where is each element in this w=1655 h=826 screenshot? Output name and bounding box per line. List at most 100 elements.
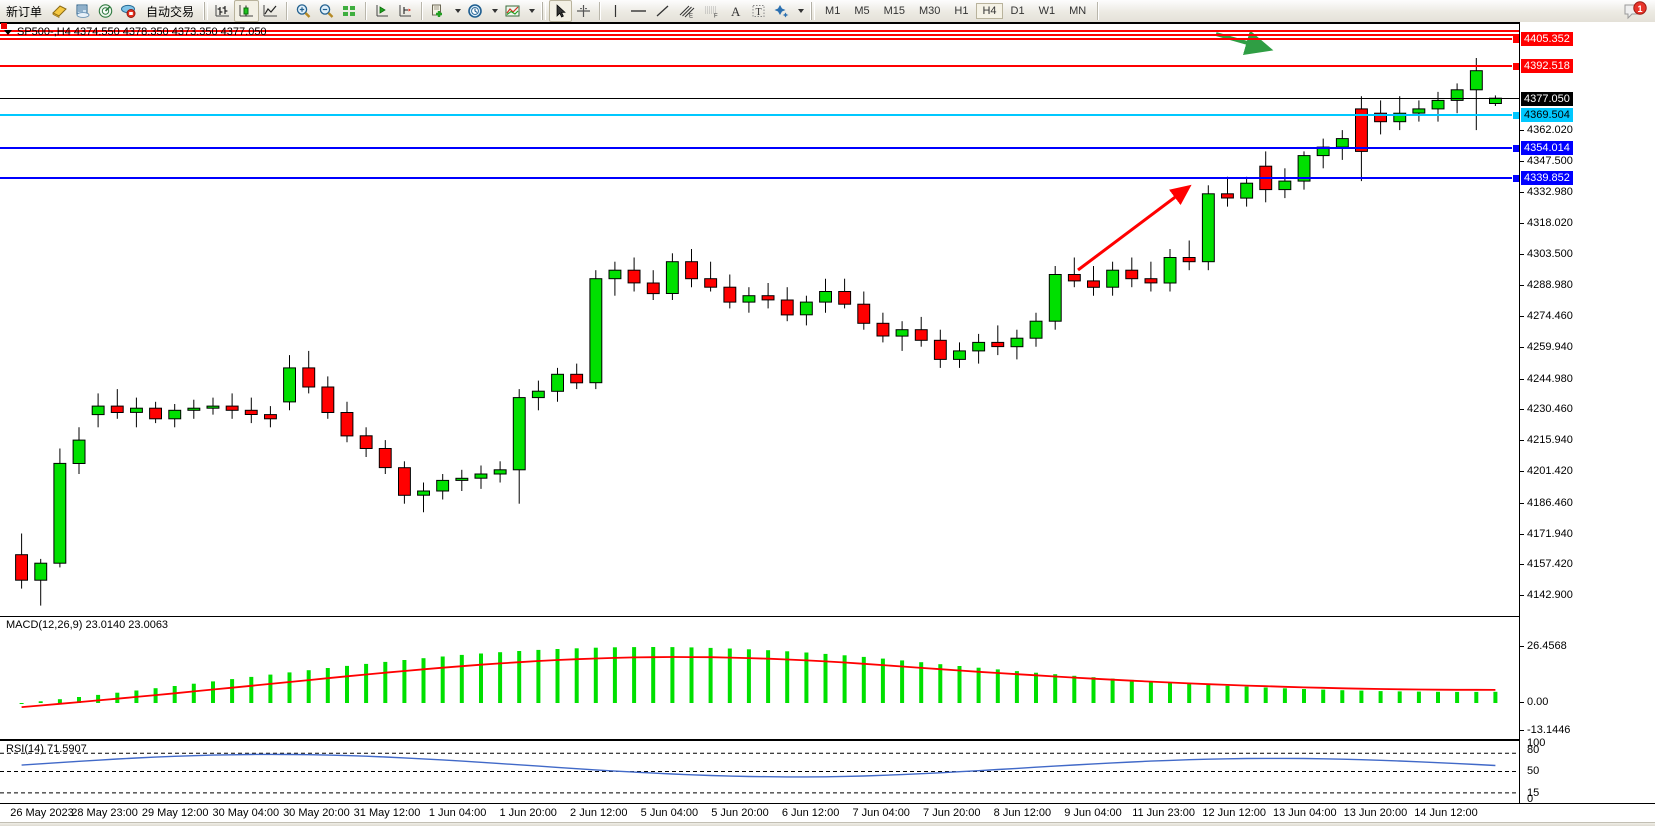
toolbar-grip[interactable] bbox=[810, 2, 816, 20]
svg-text:A: A bbox=[731, 4, 741, 19]
price-level-badge[interactable]: 4377.050 bbox=[1521, 92, 1573, 107]
price-tick-label: 4171.940 bbox=[1527, 527, 1573, 540]
price-tick bbox=[1520, 378, 1524, 380]
equidistant-channel-icon[interactable]: E bbox=[674, 1, 699, 21]
periods-dropdown-icon[interactable] bbox=[487, 1, 501, 21]
zoom-out-icon[interactable] bbox=[315, 1, 338, 21]
price-level-line[interactable] bbox=[0, 114, 1519, 117]
price-level-line[interactable] bbox=[0, 147, 1519, 150]
symbol-ohlc-label: SP500-,H4 4374.550 4378.350 4373.350 437… bbox=[17, 26, 267, 38]
price-candles-svg bbox=[15, 58, 1502, 606]
bar-chart-icon[interactable] bbox=[211, 1, 234, 21]
timeframe-button-m30[interactable]: M30 bbox=[919, 5, 941, 17]
macd-pane[interactable]: MACD(12,26,9) 23.0140 23.0063 bbox=[0, 616, 1519, 740]
price-level-badge[interactable]: 4405.352 bbox=[1521, 32, 1573, 47]
macd-tick-label: -13.1446 bbox=[1527, 724, 1571, 736]
macd-tick-label: 0.00 bbox=[1527, 696, 1549, 708]
price-level-badge[interactable]: 4339.852 bbox=[1521, 171, 1573, 186]
timeframe-button-d1[interactable]: D1 bbox=[1010, 5, 1025, 17]
time-axis-label: 30 May 04:00 bbox=[212, 807, 280, 819]
price-level-badge[interactable]: 4369.504 bbox=[1521, 108, 1573, 123]
shift-end-icon[interactable] bbox=[371, 1, 394, 21]
time-axis-label: 11 Jun 23:00 bbox=[1132, 807, 1195, 819]
auto-trading-button[interactable]: 自动交易 bbox=[140, 1, 200, 21]
indicators-dropdown-icon[interactable] bbox=[450, 1, 464, 21]
timeframe-button-m15[interactable]: M15 bbox=[883, 5, 905, 17]
price-level-line[interactable] bbox=[0, 98, 1519, 100]
time-axis-label: 31 May 12:00 bbox=[353, 807, 421, 819]
timeframe-button-h4[interactable]: H4 bbox=[976, 3, 1003, 19]
text-label-icon[interactable]: T bbox=[747, 1, 770, 21]
price-level-badge[interactable]: 4354.014 bbox=[1521, 141, 1573, 156]
shapes-icon[interactable] bbox=[770, 1, 793, 21]
navigator-icon[interactable] bbox=[94, 1, 117, 21]
new-order-button[interactable]: 新订单 bbox=[0, 1, 48, 21]
price-tick bbox=[1520, 160, 1524, 162]
auto-scroll-icon[interactable] bbox=[394, 1, 417, 21]
crosshair-icon[interactable] bbox=[572, 1, 595, 21]
price-level-handle[interactable] bbox=[1512, 174, 1519, 184]
toolbar-grip[interactable] bbox=[203, 2, 209, 20]
price-level-line[interactable] bbox=[0, 177, 1519, 180]
price-level-handle[interactable] bbox=[1512, 144, 1519, 154]
price-tick bbox=[1520, 315, 1524, 317]
line-chart-icon[interactable] bbox=[259, 1, 282, 21]
zoom-in-icon[interactable] bbox=[292, 1, 315, 21]
price-tick bbox=[1520, 409, 1524, 411]
price-level-handle[interactable] bbox=[1512, 111, 1519, 121]
symbol-info-row: SP500-,H4 4374.550 4378.350 4373.350 437… bbox=[4, 26, 267, 38]
time-axis-label: 5 Jun 04:00 bbox=[640, 807, 699, 819]
templates-dropdown-icon[interactable] bbox=[524, 1, 538, 21]
rsi-tick-label: 0 bbox=[1527, 793, 1534, 805]
macd-tick-label: 26.4568 bbox=[1527, 640, 1567, 652]
text-icon[interactable]: A bbox=[724, 1, 747, 21]
rsi-pane[interactable]: RSI(14) 71.5907 bbox=[0, 740, 1519, 805]
templates-icon[interactable] bbox=[501, 1, 524, 21]
toolbar-grip[interactable] bbox=[541, 2, 547, 20]
price-tick bbox=[1520, 254, 1524, 256]
timeframe-button-mn[interactable]: MN bbox=[1069, 5, 1087, 17]
price-tick bbox=[1520, 502, 1524, 504]
chart-top-border bbox=[0, 22, 1519, 24]
time-axis-label: 6 Jun 12:00 bbox=[781, 807, 840, 819]
chart-window[interactable]: SP500-,H4 4374.550 4378.350 4373.350 437… bbox=[0, 22, 1655, 826]
timeframe-button-h1[interactable]: H1 bbox=[954, 5, 969, 17]
tile-windows-icon[interactable] bbox=[338, 1, 361, 21]
fibonacci-icon[interactable]: F bbox=[699, 1, 724, 21]
price-axis[interactable]: 4362.020 4347.500 4332.980 4318.020 4303.500… bbox=[1519, 22, 1655, 805]
price-level-badge[interactable]: 4392.518 bbox=[1521, 59, 1573, 74]
chart-corner-marker bbox=[1, 23, 7, 29]
time-axis-label: 12 Jun 12:00 bbox=[1202, 807, 1266, 819]
price-pane[interactable] bbox=[0, 24, 1519, 612]
price-level-handle[interactable] bbox=[1512, 62, 1519, 72]
cursor-icon[interactable] bbox=[549, 0, 573, 22]
price-level-line[interactable] bbox=[0, 65, 1519, 68]
timeframe-button-m5[interactable]: M5 bbox=[854, 5, 870, 17]
auto-trading-icon[interactable] bbox=[117, 1, 140, 21]
time-axis-label: 8 Jun 12:00 bbox=[993, 807, 1052, 819]
trendline-icon[interactable] bbox=[651, 1, 674, 21]
time-axis-label: 13 Jun 04:00 bbox=[1272, 807, 1337, 819]
indicators-icon[interactable] bbox=[427, 1, 450, 21]
timeframe-button-w1[interactable]: W1 bbox=[1038, 5, 1056, 17]
periods-icon[interactable] bbox=[464, 1, 487, 21]
bullish-trend-arrow bbox=[1077, 184, 1192, 272]
svg-text:1: 1 bbox=[1637, 4, 1642, 14]
collapse-triangle-icon[interactable] bbox=[4, 29, 12, 35]
vertical-line-icon[interactable] bbox=[605, 1, 626, 21]
shapes-dropdown-icon[interactable] bbox=[793, 1, 807, 21]
alert-badge-icon[interactable]: 1 bbox=[1623, 1, 1649, 24]
rsi-svg bbox=[0, 752, 1519, 794]
horizontal-line-icon[interactable] bbox=[626, 1, 651, 21]
chart-template-icon[interactable] bbox=[48, 1, 71, 21]
main-toolbar: 新订单 自动交易 bbox=[0, 0, 1655, 23]
price-level-line[interactable] bbox=[0, 38, 1519, 41]
candlestick-chart-icon[interactable] bbox=[234, 0, 260, 22]
rsi-tick-label: 50 bbox=[1527, 765, 1540, 777]
price-tick-label: 4142.900 bbox=[1527, 589, 1573, 602]
market-watch-icon[interactable] bbox=[71, 1, 94, 21]
price-tick bbox=[1520, 223, 1524, 225]
timeframe-button-m1[interactable]: M1 bbox=[825, 5, 841, 17]
time-axis[interactable]: 26 May 2023 28 May 23:00 29 May 12:00 30 Ma… bbox=[0, 803, 1655, 826]
price-level-handle[interactable] bbox=[1512, 35, 1519, 45]
